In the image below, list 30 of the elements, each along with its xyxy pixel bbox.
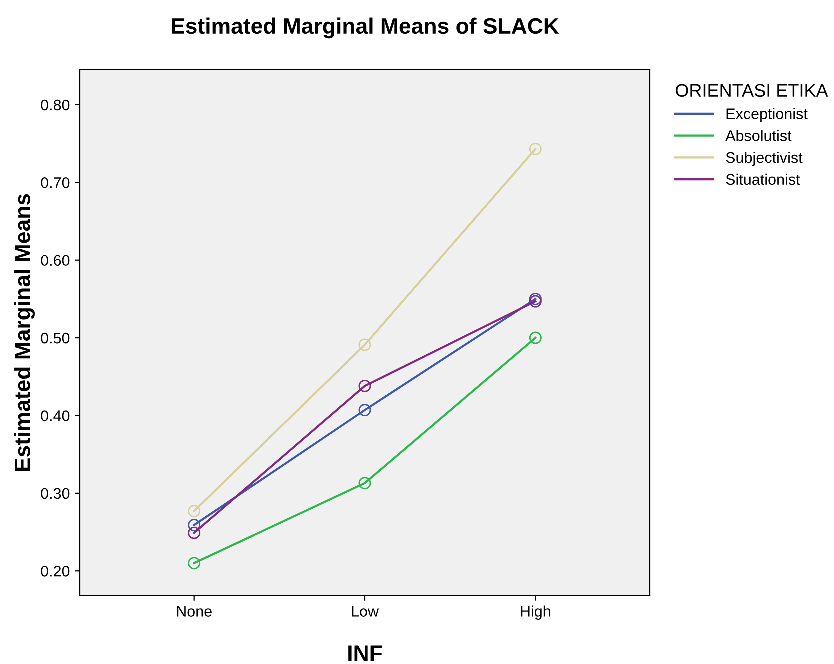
legend-label: Situationist — [726, 174, 800, 186]
point — [188, 505, 201, 518]
point — [529, 332, 542, 344]
x-tick-label: Low — [352, 606, 380, 617]
point — [358, 380, 372, 392]
x-tick-label: High — [521, 606, 550, 620]
x-axis-title: INF — [348, 646, 382, 662]
y-tick-label: 0.40 — [41, 410, 70, 422]
y-tick-label: 0.50 — [41, 332, 70, 344]
y-tick-label: 0.20 — [41, 566, 70, 577]
x-tick-label: None — [177, 606, 212, 617]
y-tick-label: 0.60 — [41, 255, 70, 266]
point — [529, 295, 542, 308]
point — [188, 557, 201, 570]
y-tick-label: 0.80 — [41, 100, 70, 111]
point — [529, 143, 542, 156]
point — [358, 338, 372, 352]
chart-title: Estimated Marginal Means of SLACK — [172, 18, 560, 39]
point — [529, 292, 542, 306]
y-tick-label: 0.70 — [41, 178, 70, 188]
point — [188, 519, 201, 532]
y-tick-label: 0.30 — [41, 488, 70, 500]
y-axis-title: Estimated Marginal Means — [14, 194, 35, 472]
legend-title: ORIENTASI ETIKA — [676, 84, 828, 98]
legend-label: Absolutist — [726, 130, 792, 142]
point — [188, 526, 201, 540]
legend-label: Exceptionist — [726, 108, 808, 122]
legend-label: Subjectivist — [726, 152, 803, 166]
point — [358, 404, 372, 417]
point — [358, 477, 372, 490]
